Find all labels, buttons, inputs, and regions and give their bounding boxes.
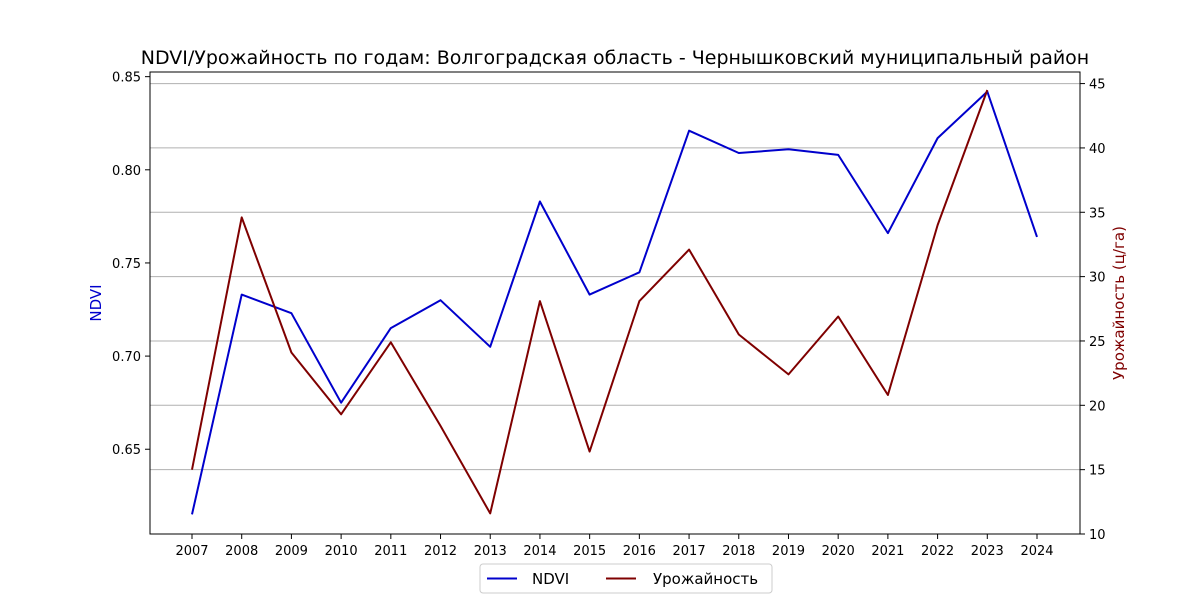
legend-label-ndvi: NDVI [532,570,569,588]
y-axis-left: 0.65 0.70 0.75 0.80 0.85 [112,71,150,458]
x-tick-label-2022: 2022 [921,544,954,559]
x-tick-label-2008: 2008 [225,544,258,559]
series-line-yield [191,89,989,515]
y-right-tick-label-15: 15 [1089,464,1106,479]
legend-label-yield: Урожайность [653,570,758,588]
x-tick-label-2014: 2014 [523,544,556,559]
y-right-tick-label-10: 10 [1089,528,1106,543]
x-tick-label-2009: 2009 [275,544,308,559]
y-left-tick-label-0.70: 0.70 [112,350,141,365]
x-tick-label-2011: 2011 [374,544,407,559]
x-tick-label-2012: 2012 [424,544,457,559]
y-right-tick-label-30: 30 [1089,271,1106,286]
y-axis-right-label: Урожайность (ц/га) [1110,226,1128,380]
x-tick-label-2021: 2021 [871,544,904,559]
plot-frame [149,71,1081,535]
series-lines [191,89,1038,515]
y-right-tick-label-40: 40 [1089,142,1106,157]
x-tick-label-2016: 2016 [623,544,656,559]
y-right-tick-label-20: 20 [1089,399,1106,414]
x-tick-label-2017: 2017 [673,544,706,559]
x-tick-label-2019: 2019 [772,544,805,559]
x-tick-label-2015: 2015 [573,544,606,559]
y-right-tick-label-35: 35 [1089,206,1106,221]
y-right-tick-label-25: 25 [1089,335,1106,350]
series-line-ndvi [191,90,1038,515]
chart-title: NDVI/Урожайность по годам: Волгоградская… [141,47,1089,69]
x-tick-label-2024: 2024 [1020,544,1053,559]
y-left-tick-label-0.65: 0.65 [112,443,141,458]
x-tick-label-2010: 2010 [325,544,358,559]
y-right-tick-label-45: 45 [1089,78,1106,93]
x-tick-label-2018: 2018 [722,544,755,559]
y-left-tick-label-0.85: 0.85 [112,71,141,86]
gridlines [150,83,1080,471]
y-left-tick-label-0.75: 0.75 [112,257,141,272]
y-left-tick-label-0.80: 0.80 [112,164,141,179]
x-tick-label-2013: 2013 [474,544,507,559]
x-axis: 2007 2008 2009 2010 2011 2012 2013 2014 2015 2016… [175,534,1054,559]
x-tick-label-2007: 2007 [175,544,208,559]
legend: NDVI Урожайность [479,563,773,594]
x-tick-label-2023: 2023 [971,544,1004,559]
x-tick-label-2020: 2020 [822,544,855,559]
y-axis-left-label: NDVI [87,284,105,321]
y-axis-right: 10 15 20 25 30 35 40 45 [1080,78,1106,543]
